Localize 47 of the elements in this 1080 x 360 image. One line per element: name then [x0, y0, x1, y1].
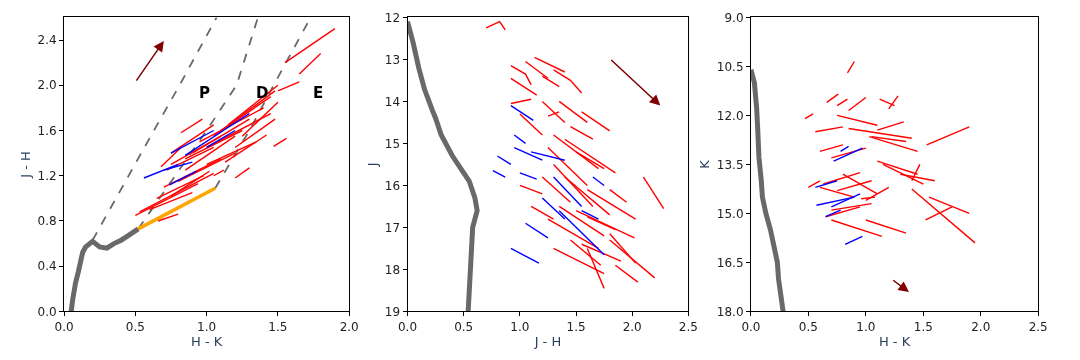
y-tick-label: 12: [384, 10, 401, 25]
x-tick-label: 0.5: [454, 319, 474, 334]
y-tick-label: 15: [384, 136, 401, 151]
x-tick-label: 2.0: [971, 319, 991, 334]
y-tick-label: 0.4: [37, 259, 57, 274]
y-tick-label: 13: [384, 52, 401, 67]
y-tick-label: 14: [384, 94, 401, 109]
x-axis-title: J - H: [533, 334, 562, 350]
y-tick-label: 12.0: [716, 108, 744, 123]
x-tick-label: 1.5: [913, 319, 933, 334]
x-tick-label: 0.0: [741, 319, 761, 334]
x-tick-label: 1.0: [197, 319, 217, 334]
x-tick-label: 1.0: [856, 319, 876, 334]
x-tick-label: 0.0: [54, 319, 74, 334]
annotation: P: [199, 84, 210, 102]
x-tick-label: 1.5: [268, 319, 288, 334]
y-tick-label: 0.0: [37, 304, 57, 319]
y-axis-title: J - H: [17, 151, 33, 179]
x-tick-label: 2.5: [1028, 319, 1048, 334]
y-axis-title: J: [364, 162, 380, 168]
y-tick-label: 17: [384, 220, 401, 235]
x-tick-label: 0.5: [798, 319, 818, 334]
x-tick-label: 0.5: [125, 319, 145, 334]
x-tick-label: 2.0: [339, 319, 359, 334]
y-tick-label: 1.2: [37, 168, 57, 183]
y-tick-label: 2.4: [37, 33, 57, 48]
y-tick-label: 0.8: [37, 214, 57, 229]
y-tick-label: 18: [384, 262, 401, 277]
x-axis-title: H - K: [191, 334, 223, 350]
y-axis-title: K: [696, 159, 712, 169]
y-tick-label: 2.0: [37, 78, 57, 93]
y-tick-label: 16.5: [716, 255, 744, 270]
y-tick-label: 16: [384, 178, 401, 193]
y-tick-label: 10.5: [716, 59, 744, 74]
y-tick-label: 9.0: [724, 10, 744, 25]
x-tick-label: 1.5: [566, 319, 586, 334]
y-tick-label: 13.5: [716, 157, 744, 172]
y-tick-label: 18.0: [716, 304, 744, 319]
y-tick-label: 1.6: [37, 123, 57, 138]
x-tick-label: 0.0: [397, 319, 418, 334]
x-tick-label: 2.0: [622, 319, 642, 334]
y-tick-label: 19: [384, 304, 401, 319]
annotation: E: [313, 84, 324, 102]
x-tick-label: 2.5: [678, 319, 698, 334]
y-tick-label: 15.0: [716, 206, 744, 221]
x-tick-label: 1.0: [510, 319, 530, 334]
x-axis-title: H - K: [878, 334, 911, 350]
